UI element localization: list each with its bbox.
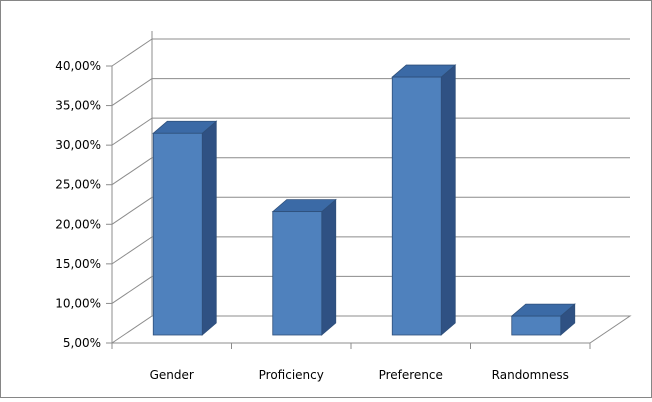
x-tick-label: Preference <box>379 368 443 382</box>
y-tick-label: 5,00% <box>63 336 101 350</box>
bar-front-face <box>391 76 442 336</box>
bar-front-face <box>152 132 203 336</box>
y-tick-label: 10,00% <box>55 296 101 310</box>
floor-outline <box>110 315 632 344</box>
x-tick-label: Randomness <box>492 368 569 382</box>
bar-randomness <box>510 303 576 336</box>
axes <box>106 65 591 349</box>
gridline-side <box>111 196 153 225</box>
bar-side-face <box>321 198 337 336</box>
y-tick-label: 20,00% <box>55 217 101 231</box>
bar-side-face <box>201 120 217 336</box>
chart-floor <box>110 315 632 344</box>
y-tick-label: 40,00% <box>55 59 101 73</box>
y-tick-label: 25,00% <box>55 178 101 192</box>
grid-lines <box>111 31 630 316</box>
bar-front-face <box>272 211 323 336</box>
y-tick-label: 30,00% <box>55 138 101 152</box>
bars <box>152 64 576 336</box>
bar-side-face <box>440 64 456 336</box>
gridline-side <box>111 276 153 304</box>
gridline-side <box>111 236 153 265</box>
gridline-side <box>111 38 153 67</box>
x-tick-label: Gender <box>150 368 194 382</box>
gridline-side <box>111 78 153 106</box>
x-tick-label: Proficiency <box>259 368 324 382</box>
bar-preference <box>391 64 457 336</box>
gridline-side <box>111 157 153 186</box>
bar-front-face <box>511 315 562 336</box>
bar-proficiency <box>271 198 337 336</box>
bar-gender <box>152 120 218 336</box>
y-tick-label: 15,00% <box>55 257 101 271</box>
x-tick-labels: Gender Proficiency Preference Randomness <box>150 368 569 382</box>
y-tick-labels: 5,00% 10,00% 15,00% 20,00% 25,00% 30,00% 35,00… <box>55 59 101 350</box>
y-tick-label: 35,00% <box>55 99 101 113</box>
gridline-side <box>111 117 153 146</box>
